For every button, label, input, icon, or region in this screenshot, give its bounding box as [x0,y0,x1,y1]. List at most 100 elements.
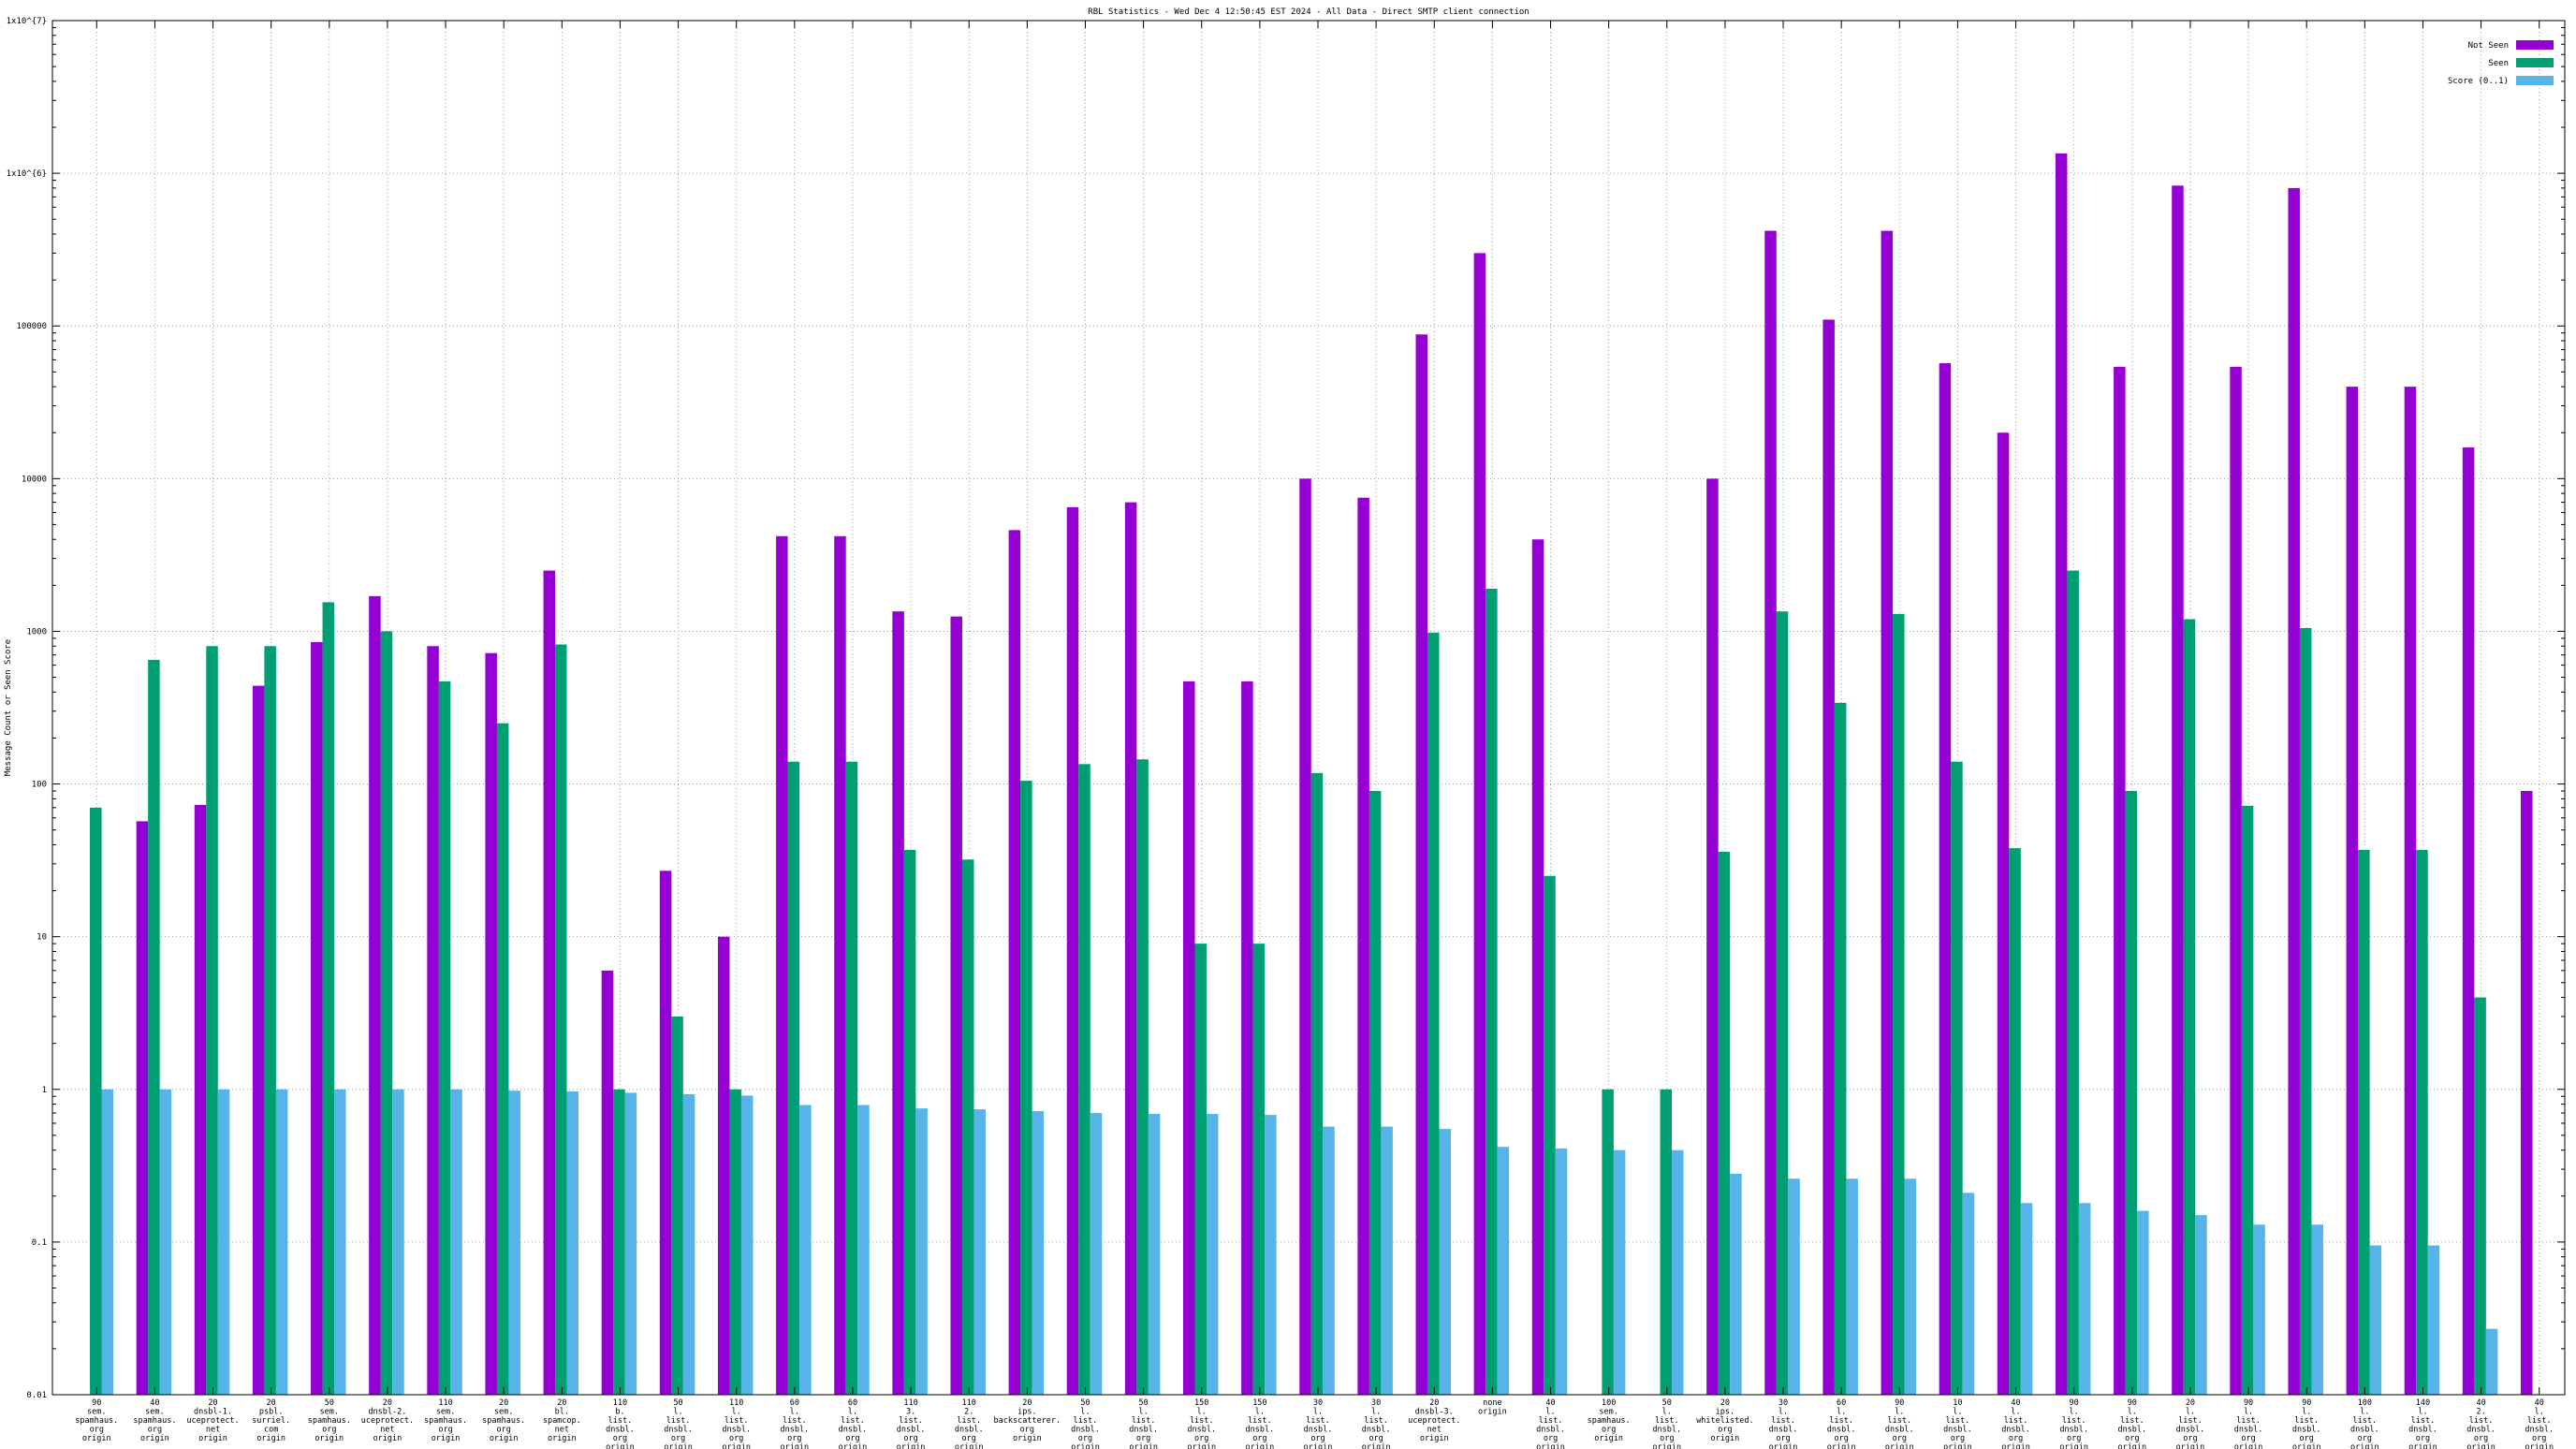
bar-not-seen [194,804,207,1395]
bar-score-0-1 [566,1090,579,1395]
x-tick-label: 50 sem. spamhaus. org origin [308,1398,351,1443]
bar-not-seen [2172,185,2184,1395]
x-tick-label-line: origin [82,1434,111,1443]
x-tick-label-line: net [380,1426,394,1435]
x-tick-label: 110 2. list. dnsbl. org origin [955,1398,984,1449]
x-tick-label-line: origin [1478,1408,1507,1417]
x-tick-label-line: l. [2418,1408,2427,1417]
x-tick-label-line: 90 [1895,1398,1904,1408]
x-tick-label: 30 l. list. dnsbl. org origin [1304,1398,1333,1449]
bar-score-0-1 [508,1090,520,1395]
x-tick-label-line: 10 [1953,1398,1962,1408]
x-tick-label-line: l. [2011,1408,2020,1417]
x-tick-label-line: dnsbl. [2466,1426,2496,1435]
x-tick-label: 20 sem. spamhaus. org origin [482,1398,525,1443]
x-tick-label: 20 psbl. surriel. com origin [252,1398,290,1443]
y-tick-label: 100000 [16,322,47,331]
x-tick-label-line: l. [673,1408,682,1417]
x-tick-label-line: list. [1771,1416,1795,1426]
x-tick-label-line: origin [1071,1443,1100,1449]
x-tick-label-line: spamhaus. [1588,1416,1631,1426]
bar-not-seen [659,871,672,1395]
x-tick-label-line: list. [2411,1416,2436,1426]
x-tick-label: 50 l. list. dnsbl. org origin [1652,1398,1681,1449]
x-tick-label: 150 l. list. dnsbl. org origin [1246,1398,1275,1449]
x-tick-label-line: org [2416,1434,2430,1443]
x-tick-label-line: l. [2128,1408,2137,1417]
x-tick-label-line: 3. [906,1408,915,1417]
x-tick-label-line: origin [1827,1443,1856,1449]
x-tick-label-line: 110 [729,1398,743,1408]
x-tick-label-line: org [729,1434,743,1443]
x-tick-label-line: origin [722,1443,751,1449]
x-tick-label-line: 40 [2476,1398,2485,1408]
bar-score-0-1 [1672,1149,1684,1395]
x-tick-label-line: ips. [1017,1408,1036,1417]
x-tick-label-line: org [2358,1434,2372,1443]
y-tick-label: 1x10^{7} [7,17,47,26]
bar-score-0-1 [1439,1129,1452,1395]
x-tick-label-line: dnsbl. [2525,1426,2554,1435]
x-tick-label-line: org [2125,1434,2139,1443]
x-tick-label-line: uceprotect. [1408,1416,1460,1426]
x-tick-label: 40 l. list. dnsbl. org origin [1536,1398,1565,1449]
x-tick-label-line: list. [2062,1416,2086,1426]
x-tick-label: 10 l. list. dnsbl. org origin [1943,1398,1972,1449]
x-tick-label-line: 50 [673,1398,682,1408]
legend: Not Seen Seen Score (0..1) [2448,40,2554,86]
bar-score-0-1 [392,1089,404,1395]
x-tick-label-line: list. [1306,1416,1330,1426]
x-tick-label-line: 50 [325,1398,334,1408]
x-tick-label: 110 l. list. dnsbl. org origin [722,1398,751,1449]
x-tick-label: 90 l. list. dnsbl. org origin [2117,1398,2146,1449]
x-tick-label-line: org [903,1434,917,1443]
bar-seen [2299,627,2312,1395]
bar-not-seen [369,595,381,1395]
x-tick-label-line: list. [2353,1416,2378,1426]
x-tick-label-line: dnsbl. [2117,1426,2146,1435]
x-tick-label-line: l. [2186,1408,2195,1417]
x-tick-label-line: org [1194,1434,1208,1443]
x-tick-label-line: com [264,1426,278,1435]
bar-score-0-1 [2253,1224,2265,1395]
x-tick-label-line: sem. [145,1408,164,1417]
bar-seen [845,761,858,1395]
x-tick-label-line: 20 [383,1398,392,1408]
x-tick-label-line: bl. [555,1408,569,1417]
x-tick-label-line: dnsbl. [2059,1426,2088,1435]
x-tick-label-line: list. [2294,1416,2319,1426]
x-tick-label-line: origin [2001,1443,2030,1449]
x-tick-label-line: 60 [848,1398,857,1408]
bar-not-seen [834,535,846,1395]
bar-not-seen [543,570,556,1395]
x-tick-label-line: list. [2120,1416,2144,1426]
bar-seen [613,1089,625,1395]
x-tick-label-line: org [1718,1426,1732,1435]
bar-seen [380,631,393,1395]
x-tick-label-line: org [1020,1426,1034,1435]
bar-not-seen [1822,319,1835,1396]
x-tick-label-line: 30 [1313,1398,1323,1408]
x-tick-label-line: org [1834,1434,1848,1443]
x-tick-label-line: origin [2234,1443,2263,1449]
x-tick-label: 90 sem. spamhaus. org origin [75,1398,118,1443]
bar-seen [496,723,509,1395]
bar-seen [2067,570,2079,1395]
x-tick-label-line: org [1544,1434,1558,1443]
bar-seen [1893,613,1905,1395]
x-tick-label-line: dnsbl. [2408,1426,2437,1435]
x-tick-label-line: l. [1545,1408,1555,1417]
x-tick-label-line: dnsbl. [1769,1426,1798,1435]
x-tick-label-line: org [845,1434,859,1443]
x-tick-label-line: dnsbl. [1652,1426,1681,1435]
x-tick-label-line: none [1483,1398,1501,1408]
x-tick-label-line: spamhaus. [424,1416,467,1426]
x-tick-label-line: list. [608,1416,633,1426]
bar-not-seen [1415,334,1428,1395]
bar-score-0-1 [1730,1173,1742,1395]
bar-score-0-1 [159,1089,172,1395]
x-tick-label-line: origin [1711,1434,1740,1443]
x-tick-label: 100 sem. spamhaus. org origin [1588,1398,1631,1443]
bar-not-seen [1997,432,2010,1396]
x-tick-label-line: dnsbl. [1943,1426,1972,1435]
